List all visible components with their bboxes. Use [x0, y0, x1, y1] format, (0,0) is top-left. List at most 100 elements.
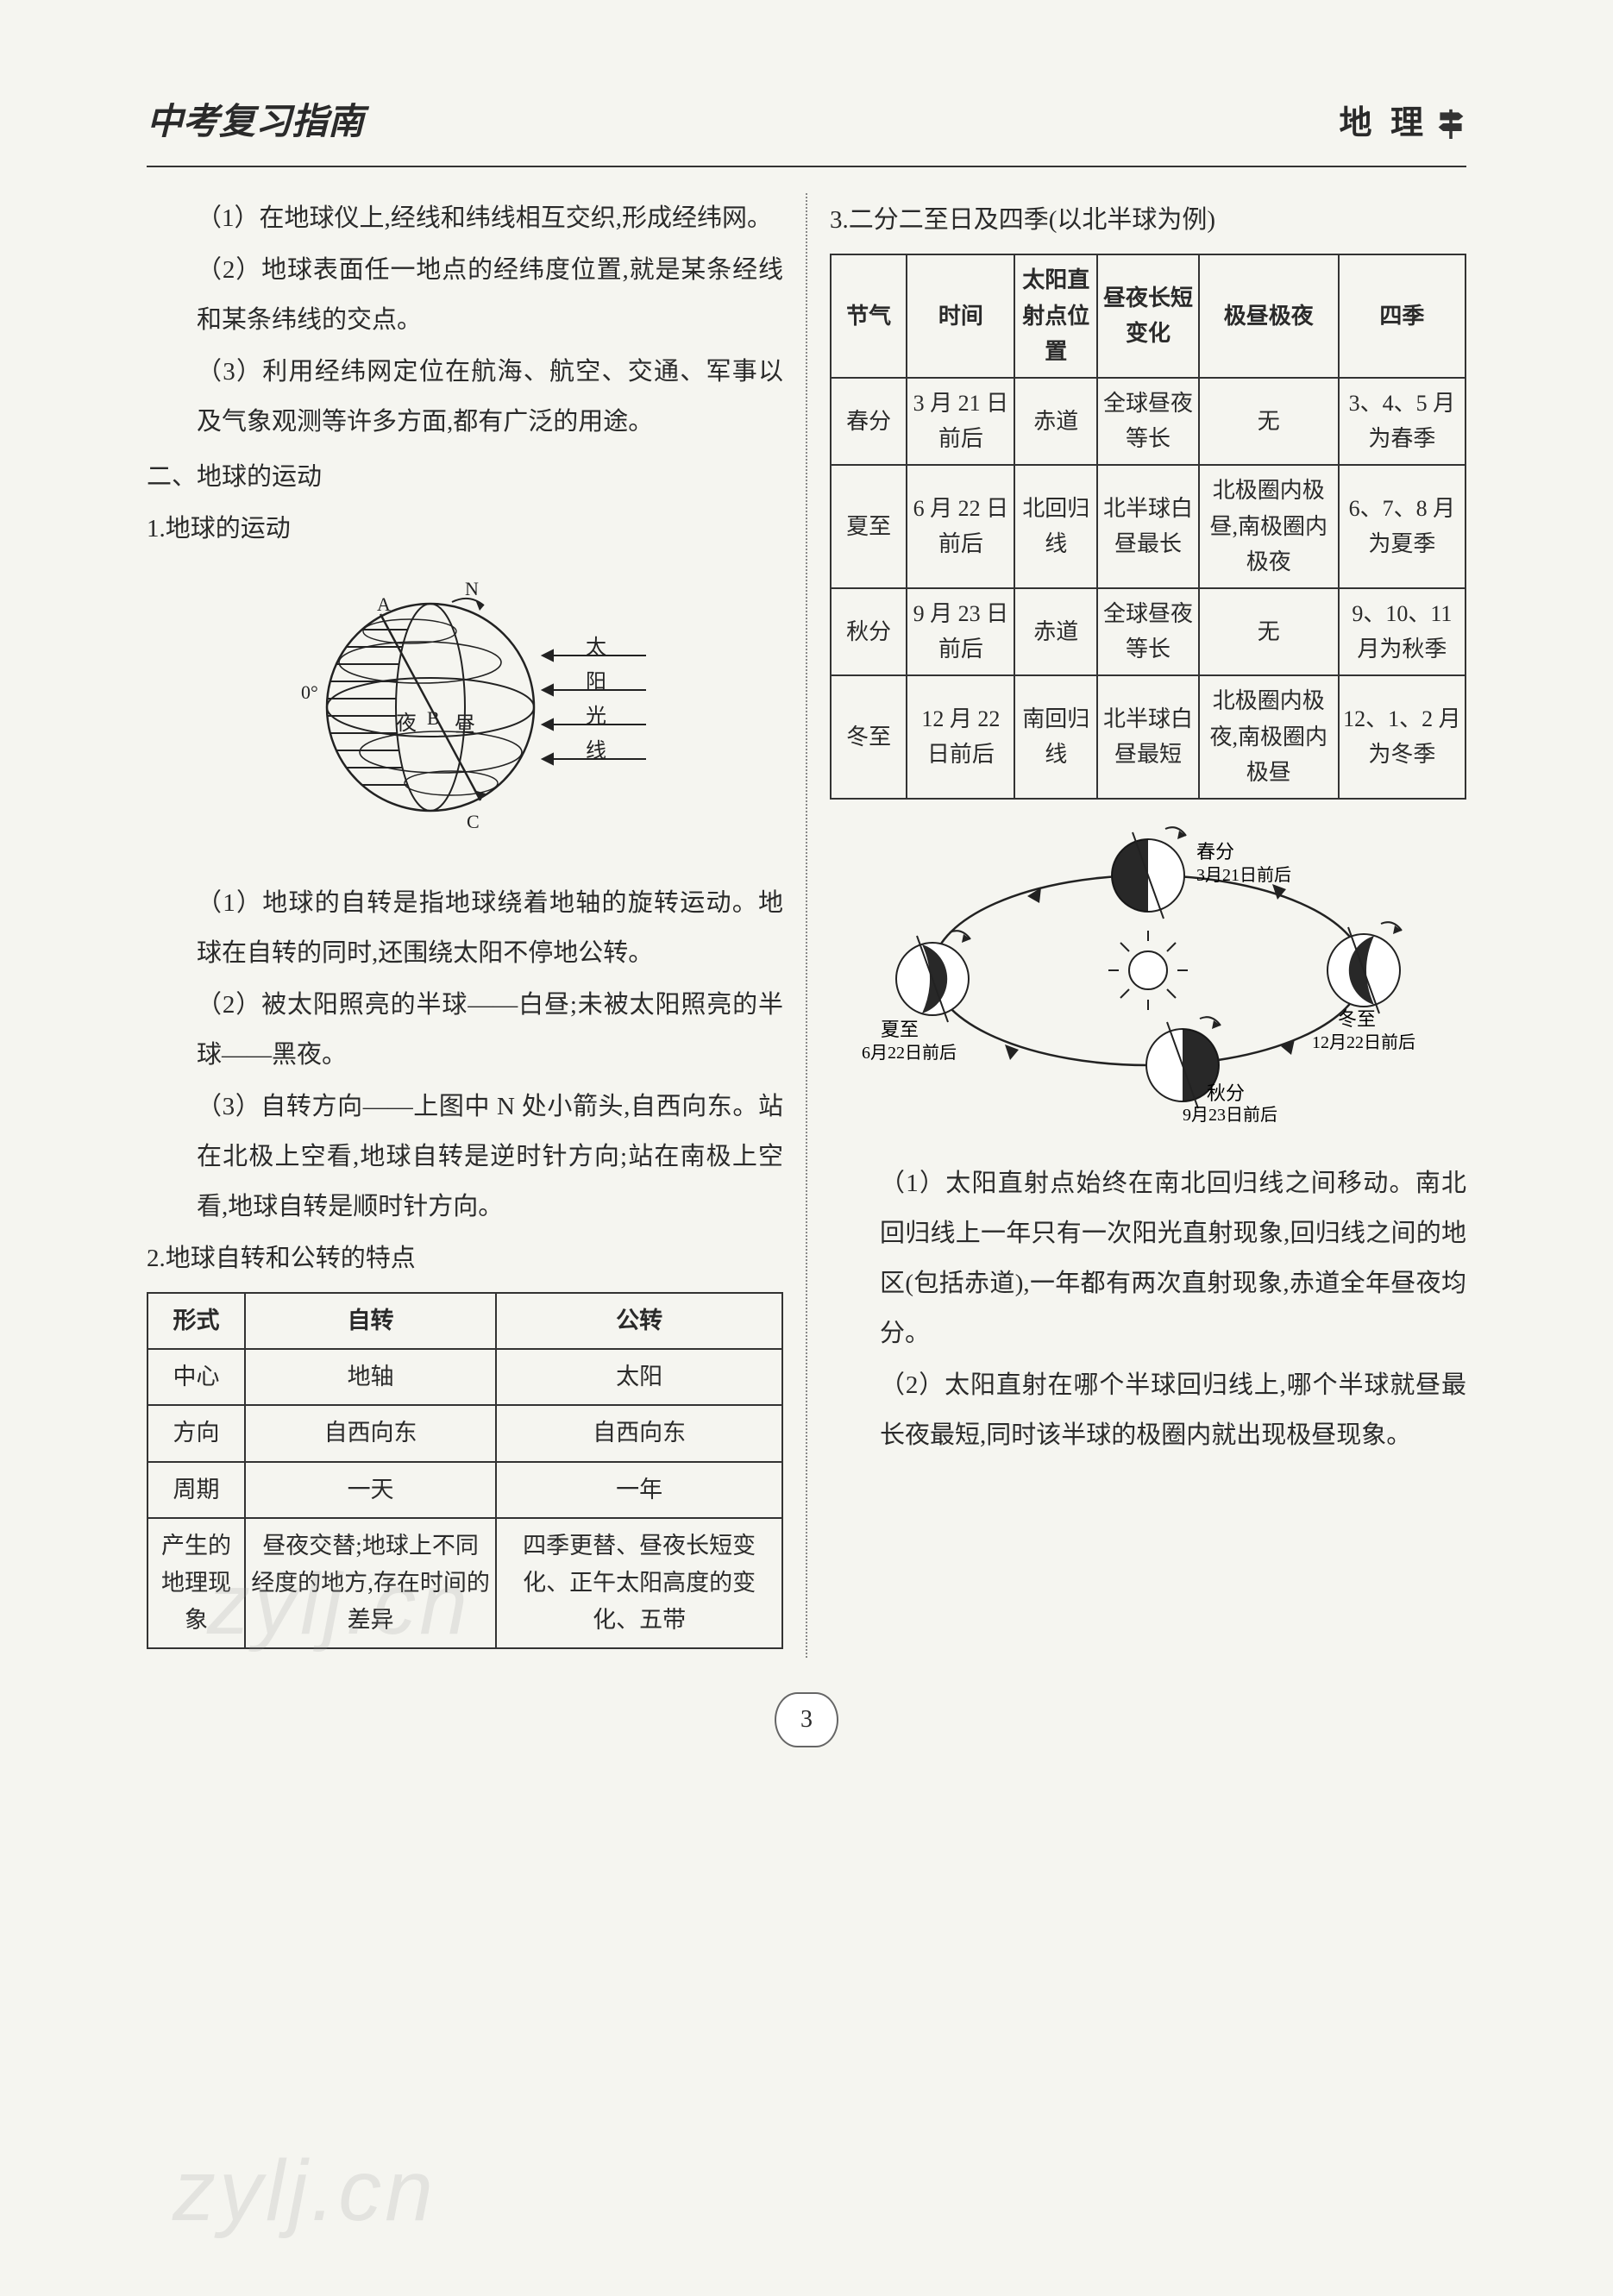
t2-r1c4: 北极圈内极昼,南极圈内极夜	[1199, 465, 1339, 588]
label-A: A	[377, 593, 391, 615]
t2-r1c5: 6、7、8 月为夏季	[1339, 465, 1466, 588]
t2-r3c0: 冬至	[831, 675, 907, 799]
t1-r0c2: 太阳	[496, 1349, 782, 1405]
subheading-3: 3.二分二至日及四季(以北半球为例)	[830, 195, 1466, 245]
t2-r0c0: 春分	[831, 378, 907, 465]
label-sun1: 太	[586, 636, 606, 659]
t1-h2: 公转	[496, 1293, 782, 1349]
t2-r1c1: 6 月 22 日前后	[907, 465, 1014, 588]
t1-r2c0: 周期	[147, 1462, 245, 1518]
table-row: 周期 一天 一年	[147, 1462, 782, 1518]
after-orbit-1: （1）太阳直射点始终在南北回归线之间移动。南北回归线上一年只有一次阳光直射现象,…	[830, 1158, 1466, 1358]
after-globe-3: （3）自转方向——上图中 N 处小箭头,自西向东。站在北极上空看,地球自转是逆时…	[147, 1082, 783, 1232]
t2-h2: 太阳直射点位置	[1014, 254, 1097, 378]
table-row: 产生的地理现象 昼夜交替;地球上不同经度的地方,存在时间的差异 四季更替、昼夜长…	[147, 1518, 782, 1649]
label-chunfen: 春分	[1196, 841, 1234, 863]
label-night: 夜	[396, 712, 417, 735]
label-sun2: 阳	[586, 671, 606, 693]
t2-h1: 时间	[907, 254, 1014, 378]
t2-r2c3: 全球昼夜等长	[1097, 588, 1199, 675]
t1-r0c0: 中心	[147, 1349, 245, 1405]
table-row: 春分 3 月 21 日前后 赤道 全球昼夜等长 无 3、4、5 月为春季	[831, 378, 1466, 465]
label-sun4: 线	[586, 739, 606, 762]
t1-r3c1: 昼夜交替;地球上不同经度的地方,存在时间的差异	[245, 1518, 496, 1649]
t2-r2c2: 赤道	[1014, 588, 1097, 675]
orbit-figure: 春分 3月21日前后 冬至 12月22日前后 秋分 9月23日前后 夏至 6月2…	[830, 815, 1466, 1143]
t2-r1c2: 北回归线	[1014, 465, 1097, 588]
t2-r0c5: 3、4、5 月为春季	[1339, 378, 1466, 465]
signpost-icon	[1435, 106, 1466, 141]
t1-r1c1: 自西向东	[245, 1405, 496, 1461]
t2-r3c3: 北半球白昼最短	[1097, 675, 1199, 799]
globe-diagram: 0° A N B 夜 昼 C 太 阳 光 线	[267, 569, 663, 845]
subheading-2: 2.地球自转和公转的特点	[147, 1233, 783, 1283]
t2-r2c4: 无	[1199, 588, 1339, 675]
label-qiufen-date: 9月23日前后	[1183, 1105, 1277, 1125]
table-row: 方向 自西向东 自西向东	[147, 1405, 782, 1461]
after-globe-2: （2）被太阳照亮的半球——白昼;未被太阳照亮的半球——黑夜。	[147, 980, 783, 1080]
t1-r3c2: 四季更替、昼夜长短变化、正午太阳高度的变化、五带	[496, 1518, 782, 1649]
after-orbit-2: （2）太阳直射在哪个半球回归线上,哪个半球就昼最长夜最短,同时该半球的极圈内就出…	[830, 1360, 1466, 1460]
label-C: C	[467, 811, 480, 832]
t2-r0c2: 赤道	[1014, 378, 1097, 465]
bullet-3: （3）利用经纬网定位在航海、航空、交通、军事以及气象观测等许多方面,都有广泛的用…	[147, 347, 783, 447]
label-N: N	[465, 578, 479, 599]
subheading-1: 1.地球的运动	[147, 504, 783, 554]
bullet-2: （2）地球表面任一地点的经纬度位置,就是某条经线和某条纬线的交点。	[147, 245, 783, 345]
t2-r2c1: 9 月 23 日前后	[907, 588, 1014, 675]
t1-r3c0: 产生的地理现象	[147, 1518, 245, 1649]
t1-r1c0: 方向	[147, 1405, 245, 1461]
label-xiazhi: 夏至	[881, 1019, 919, 1040]
t1-h1: 自转	[245, 1293, 496, 1349]
t2-r3c2: 南回归线	[1014, 675, 1097, 799]
two-column-layout: （1）在地球仪上,经线和纬线相互交织,形成经纬网。 （2）地球表面任一地点的经纬…	[147, 193, 1466, 1658]
t2-r3c4: 北极圈内极夜,南极圈内极昼	[1199, 675, 1339, 799]
globe-figure: 0° A N B 夜 昼 C 太 阳 光 线	[147, 569, 783, 863]
after-globe-1: （1）地球的自转是指地球绕着地轴的旋转运动。地球在自转的同时,还围绕太阳不停地公…	[147, 878, 783, 978]
table-row: 形式 自转 公转	[147, 1293, 782, 1349]
subject-text: 地 理	[1339, 91, 1428, 156]
table-row: 中心 地轴 太阳	[147, 1349, 782, 1405]
t1-h0: 形式	[147, 1293, 245, 1349]
t2-h0: 节气	[831, 254, 907, 378]
t2-h3: 昼夜长短变化	[1097, 254, 1199, 378]
page-header: 中考复习指南 地 理	[147, 86, 1466, 167]
label-0deg: 0°	[301, 681, 318, 703]
subject-label: 地 理	[1339, 91, 1466, 156]
left-column: （1）在地球仪上,经线和纬线相互交织,形成经纬网。 （2）地球表面任一地点的经纬…	[147, 193, 783, 1658]
t1-r0c1: 地轴	[245, 1349, 496, 1405]
t1-r2c2: 一年	[496, 1462, 782, 1518]
rotation-revolution-table: 形式 自转 公转 中心 地轴 太阳 方向 自西向东 自西向东 周期 一天 一年 …	[147, 1292, 783, 1649]
bullet-1: （1）在地球仪上,经线和纬线相互交织,形成经纬网。	[147, 193, 783, 243]
t2-h5: 四季	[1339, 254, 1466, 378]
label-B: B	[427, 707, 440, 729]
table-row: 节气 时间 太阳直射点位置 昼夜长短变化 极昼极夜 四季	[831, 254, 1466, 378]
t2-r0c4: 无	[1199, 378, 1339, 465]
t2-r2c5: 9、10、11 月为秋季	[1339, 588, 1466, 675]
label-qiufen: 秋分	[1207, 1082, 1245, 1104]
right-column: 3.二分二至日及四季(以北半球为例) 节气 时间 太阳直射点位置 昼夜长短变化 …	[830, 193, 1466, 1658]
table-row: 夏至 6 月 22 日前后 北回归线 北半球白昼最长 北极圈内极昼,南极圈内极夜…	[831, 465, 1466, 588]
t2-r2c0: 秋分	[831, 588, 907, 675]
t2-r0c1: 3 月 21 日前后	[907, 378, 1014, 465]
label-xiazhi-date: 6月22日前后	[862, 1043, 957, 1063]
label-dongzhi-date: 12月22日前后	[1312, 1032, 1415, 1052]
watermark: zylj.cn	[173, 2105, 436, 2277]
label-day: 昼	[455, 714, 475, 737]
label-dongzhi: 冬至	[1338, 1008, 1376, 1030]
book-title: 中考复习指南	[147, 86, 364, 159]
solstice-equinox-table: 节气 时间 太阳直射点位置 昼夜长短变化 极昼极夜 四季 春分 3 月 21 日…	[830, 254, 1466, 800]
table-row: 冬至 12 月 22 日前后 南回归线 北半球白昼最短 北极圈内极夜,南极圈内极…	[831, 675, 1466, 799]
table-row: 秋分 9 月 23 日前后 赤道 全球昼夜等长 无 9、10、11 月为秋季	[831, 588, 1466, 675]
label-chunfen-date: 3月21日前后	[1196, 865, 1291, 885]
t1-r2c1: 一天	[245, 1462, 496, 1518]
t2-r1c0: 夏至	[831, 465, 907, 588]
t2-h4: 极昼极夜	[1199, 254, 1339, 378]
page-number-wrap: 3	[147, 1692, 1466, 1747]
column-divider	[806, 193, 807, 1658]
t1-r1c2: 自西向东	[496, 1405, 782, 1461]
label-sun3: 光	[586, 705, 606, 728]
page-number: 3	[775, 1692, 838, 1747]
t2-r3c1: 12 月 22 日前后	[907, 675, 1014, 799]
section-heading-2: 二、地球的运动	[147, 452, 783, 502]
